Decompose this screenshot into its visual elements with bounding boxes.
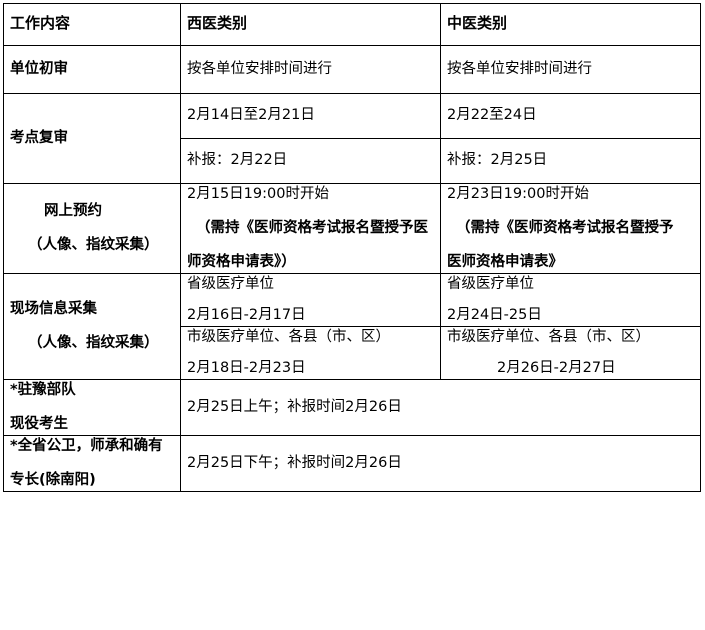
- online-reservation-label-line2: （人像、指纹采集）: [28, 237, 159, 254]
- onsite-western-provincial-org: 省级医疗单位: [187, 276, 274, 293]
- table-row-exam-site-review-2: 补报：2月22日 补报：2月25日: [4, 138, 701, 184]
- online-reservation-western-line3: 师资格申请表》）: [187, 254, 296, 271]
- online-reservation-chinese-line1: 2月23日19:00时开始: [447, 186, 589, 202]
- header-label-chinese-medicine: 中医类别: [447, 14, 508, 33]
- header-label-western-medicine: 西医类别: [187, 14, 248, 33]
- exam-site-review-chinese-cell-2: 补报：2月25日: [440, 138, 701, 184]
- public-health-candidates-label-line2: 专长(除南阳): [10, 472, 96, 489]
- onsite-western-city-org: 市级医疗单位、各县（市、区）: [187, 329, 390, 346]
- online-reservation-chinese-block: 2月23日19:00时开始 （需持《医师资格考试报名暨授予 医师资格申请表》: [447, 184, 694, 273]
- table-row-online-reservation: 网上预约 （人像、指纹采集） 2月15日19:00时开始 （需持《医师资格考试报…: [3, 182, 701, 275]
- header-cell-work-content: 工作内容: [3, 3, 181, 46]
- table-row-unit-review: 单位初审 按各单位安排时间进行 按各单位安排时间进行: [3, 45, 701, 94]
- exam-site-review-western-line2: 补报：2月22日: [187, 152, 288, 169]
- onsite-collection-label-line1: 现场信息采集: [10, 301, 97, 318]
- onsite-western-provincial-block: 省级医疗单位 2月16日-2月17日: [187, 274, 434, 326]
- online-reservation-chinese-cell: 2月23日19:00时开始 （需持《医师资格考试报名暨授予 医师资格申请表》: [440, 182, 701, 275]
- exam-schedule-table: 工作内容 西医类别 中医类别 单位初审 按各单位安排时间进行 按各单位安排时: [3, 3, 701, 493]
- military-candidates-value: 2月25日上午；补报时间2月26日: [187, 399, 402, 416]
- onsite-collection-western-city-cell: 市级医疗单位、各县（市、区） 2月18日-2月23日: [180, 326, 441, 381]
- header-label-work-content: 工作内容: [10, 14, 71, 33]
- unit-review-chinese-cell: 按各单位安排时间进行: [440, 45, 701, 94]
- onsite-collection-label-block: 现场信息采集 （人像、指纹采集）: [10, 299, 174, 354]
- unit-review-western-cell: 按各单位安排时间进行: [180, 45, 441, 94]
- online-reservation-western-block: 2月15日19:00时开始 （需持《医师资格考试报名暨授予医 师资格申请表》）: [187, 184, 434, 273]
- row-label-public-health-candidates: *全省公卫，师承和确有 专长(除南阳): [3, 435, 181, 493]
- exam-site-review-chinese-line2: 补报：2月25日: [447, 152, 548, 169]
- row-label-exam-site-review: 考点复审: [3, 93, 181, 184]
- row-label-unit-review: 单位初审: [3, 45, 181, 94]
- row-label-online-reservation: 网上预约 （人像、指纹采集）: [3, 182, 181, 275]
- header-cell-chinese-medicine: 中医类别: [440, 3, 701, 46]
- onsite-chinese-city-block: 市级医疗单位、各县（市、区） 2月26日-2月27日: [447, 327, 694, 379]
- onsite-chinese-provincial-block: 省级医疗单位 2月24日-25日: [447, 274, 694, 326]
- onsite-western-city-date: 2月18日-2月23日: [187, 360, 306, 377]
- exam-site-review-western-cell-1: 2月14日至2月21日: [180, 93, 441, 139]
- exam-site-review-chinese-cell-1: 2月22至24日: [440, 93, 701, 139]
- onsite-chinese-provincial-date: 2月24日-25日: [447, 307, 542, 324]
- unit-review-label: 单位初审: [10, 60, 68, 77]
- unit-review-western-value: 按各单位安排时间进行: [187, 60, 332, 77]
- table-row-exam-site-review-1: 考点复审 2月14日至2月21日 2月22至24日: [3, 93, 701, 184]
- onsite-western-city-block: 市级医疗单位、各县（市、区） 2月18日-2月23日: [187, 327, 434, 379]
- military-candidates-label-line2: 现役考生: [10, 416, 68, 433]
- public-health-candidates-label-line1: *全省公卫，师承和确有: [10, 438, 163, 455]
- exam-site-review-western-line1: 2月14日至2月21日: [187, 107, 315, 124]
- military-candidates-value-cell: 2月25日上午；补报时间2月26日: [180, 379, 701, 437]
- table-row-military-candidates: *驻豫部队 现役考生 2月25日上午；补报时间2月26日: [3, 379, 701, 437]
- exam-site-review-chinese-line1: 2月22至24日: [447, 107, 537, 124]
- onsite-collection-chinese-city-cell: 市级医疗单位、各县（市、区） 2月26日-2月27日: [440, 326, 701, 381]
- table-header-row: 工作内容 西医类别 中医类别: [3, 3, 701, 46]
- row-label-onsite-collection: 现场信息采集 （人像、指纹采集）: [3, 273, 181, 381]
- military-candidates-label-line1: *驻豫部队: [10, 382, 76, 399]
- online-reservation-western-line2: （需持《医师资格考试报名暨授予医: [196, 220, 428, 237]
- online-reservation-western-cell: 2月15日19:00时开始 （需持《医师资格考试报名暨授予医 师资格申请表》）: [180, 182, 441, 275]
- table-row-public-health-candidates: *全省公卫，师承和确有 专长(除南阳) 2月25日下午；补报时间2月26日: [3, 435, 701, 493]
- online-reservation-chinese-line2: （需持《医师资格考试报名暨授予: [456, 220, 674, 237]
- online-reservation-label-block: 网上预约 （人像、指纹采集）: [10, 201, 174, 256]
- table-row-onsite-collection-2: 市级医疗单位、各县（市、区） 2月18日-2月23日 市级医疗单位、各县（市、区…: [4, 326, 701, 381]
- onsite-chinese-city-org: 市级医疗单位、各县（市、区）: [447, 329, 650, 346]
- header-cell-western-medicine: 西医类别: [180, 3, 441, 46]
- table-row-onsite-collection-1: 现场信息采集 （人像、指纹采集） 省级医疗单位 2月16日-2月17日 省级医疗…: [3, 273, 701, 381]
- exam-site-review-label: 考点复审: [10, 129, 68, 146]
- military-candidates-label-block: *驻豫部队 现役考生: [10, 380, 174, 435]
- row-label-military-candidates: *驻豫部队 现役考生: [3, 379, 181, 437]
- onsite-collection-western-provincial-cell: 省级医疗单位 2月16日-2月17日: [180, 273, 441, 328]
- online-reservation-chinese-line3: 医师资格申请表》: [447, 254, 563, 271]
- onsite-chinese-city-date: 2月26日-2月27日: [497, 360, 616, 377]
- onsite-collection-label-line2: （人像、指纹采集）: [28, 335, 159, 352]
- online-reservation-western-line1: 2月15日19:00时开始: [187, 186, 329, 202]
- public-health-candidates-value: 2月25日下午；补报时间2月26日: [187, 455, 402, 472]
- onsite-collection-chinese-provincial-cell: 省级医疗单位 2月24日-25日: [440, 273, 701, 328]
- public-health-candidates-value-cell: 2月25日下午；补报时间2月26日: [180, 435, 701, 493]
- exam-site-review-western-cell-2: 补报：2月22日: [180, 138, 441, 184]
- onsite-western-provincial-date: 2月16日-2月17日: [187, 307, 306, 324]
- unit-review-chinese-value: 按各单位安排时间进行: [447, 60, 592, 77]
- onsite-chinese-provincial-org: 省级医疗单位: [447, 276, 534, 293]
- online-reservation-label-line1: 网上预约: [44, 203, 102, 219]
- public-health-candidates-label-block: *全省公卫，师承和确有 专长(除南阳): [10, 436, 174, 491]
